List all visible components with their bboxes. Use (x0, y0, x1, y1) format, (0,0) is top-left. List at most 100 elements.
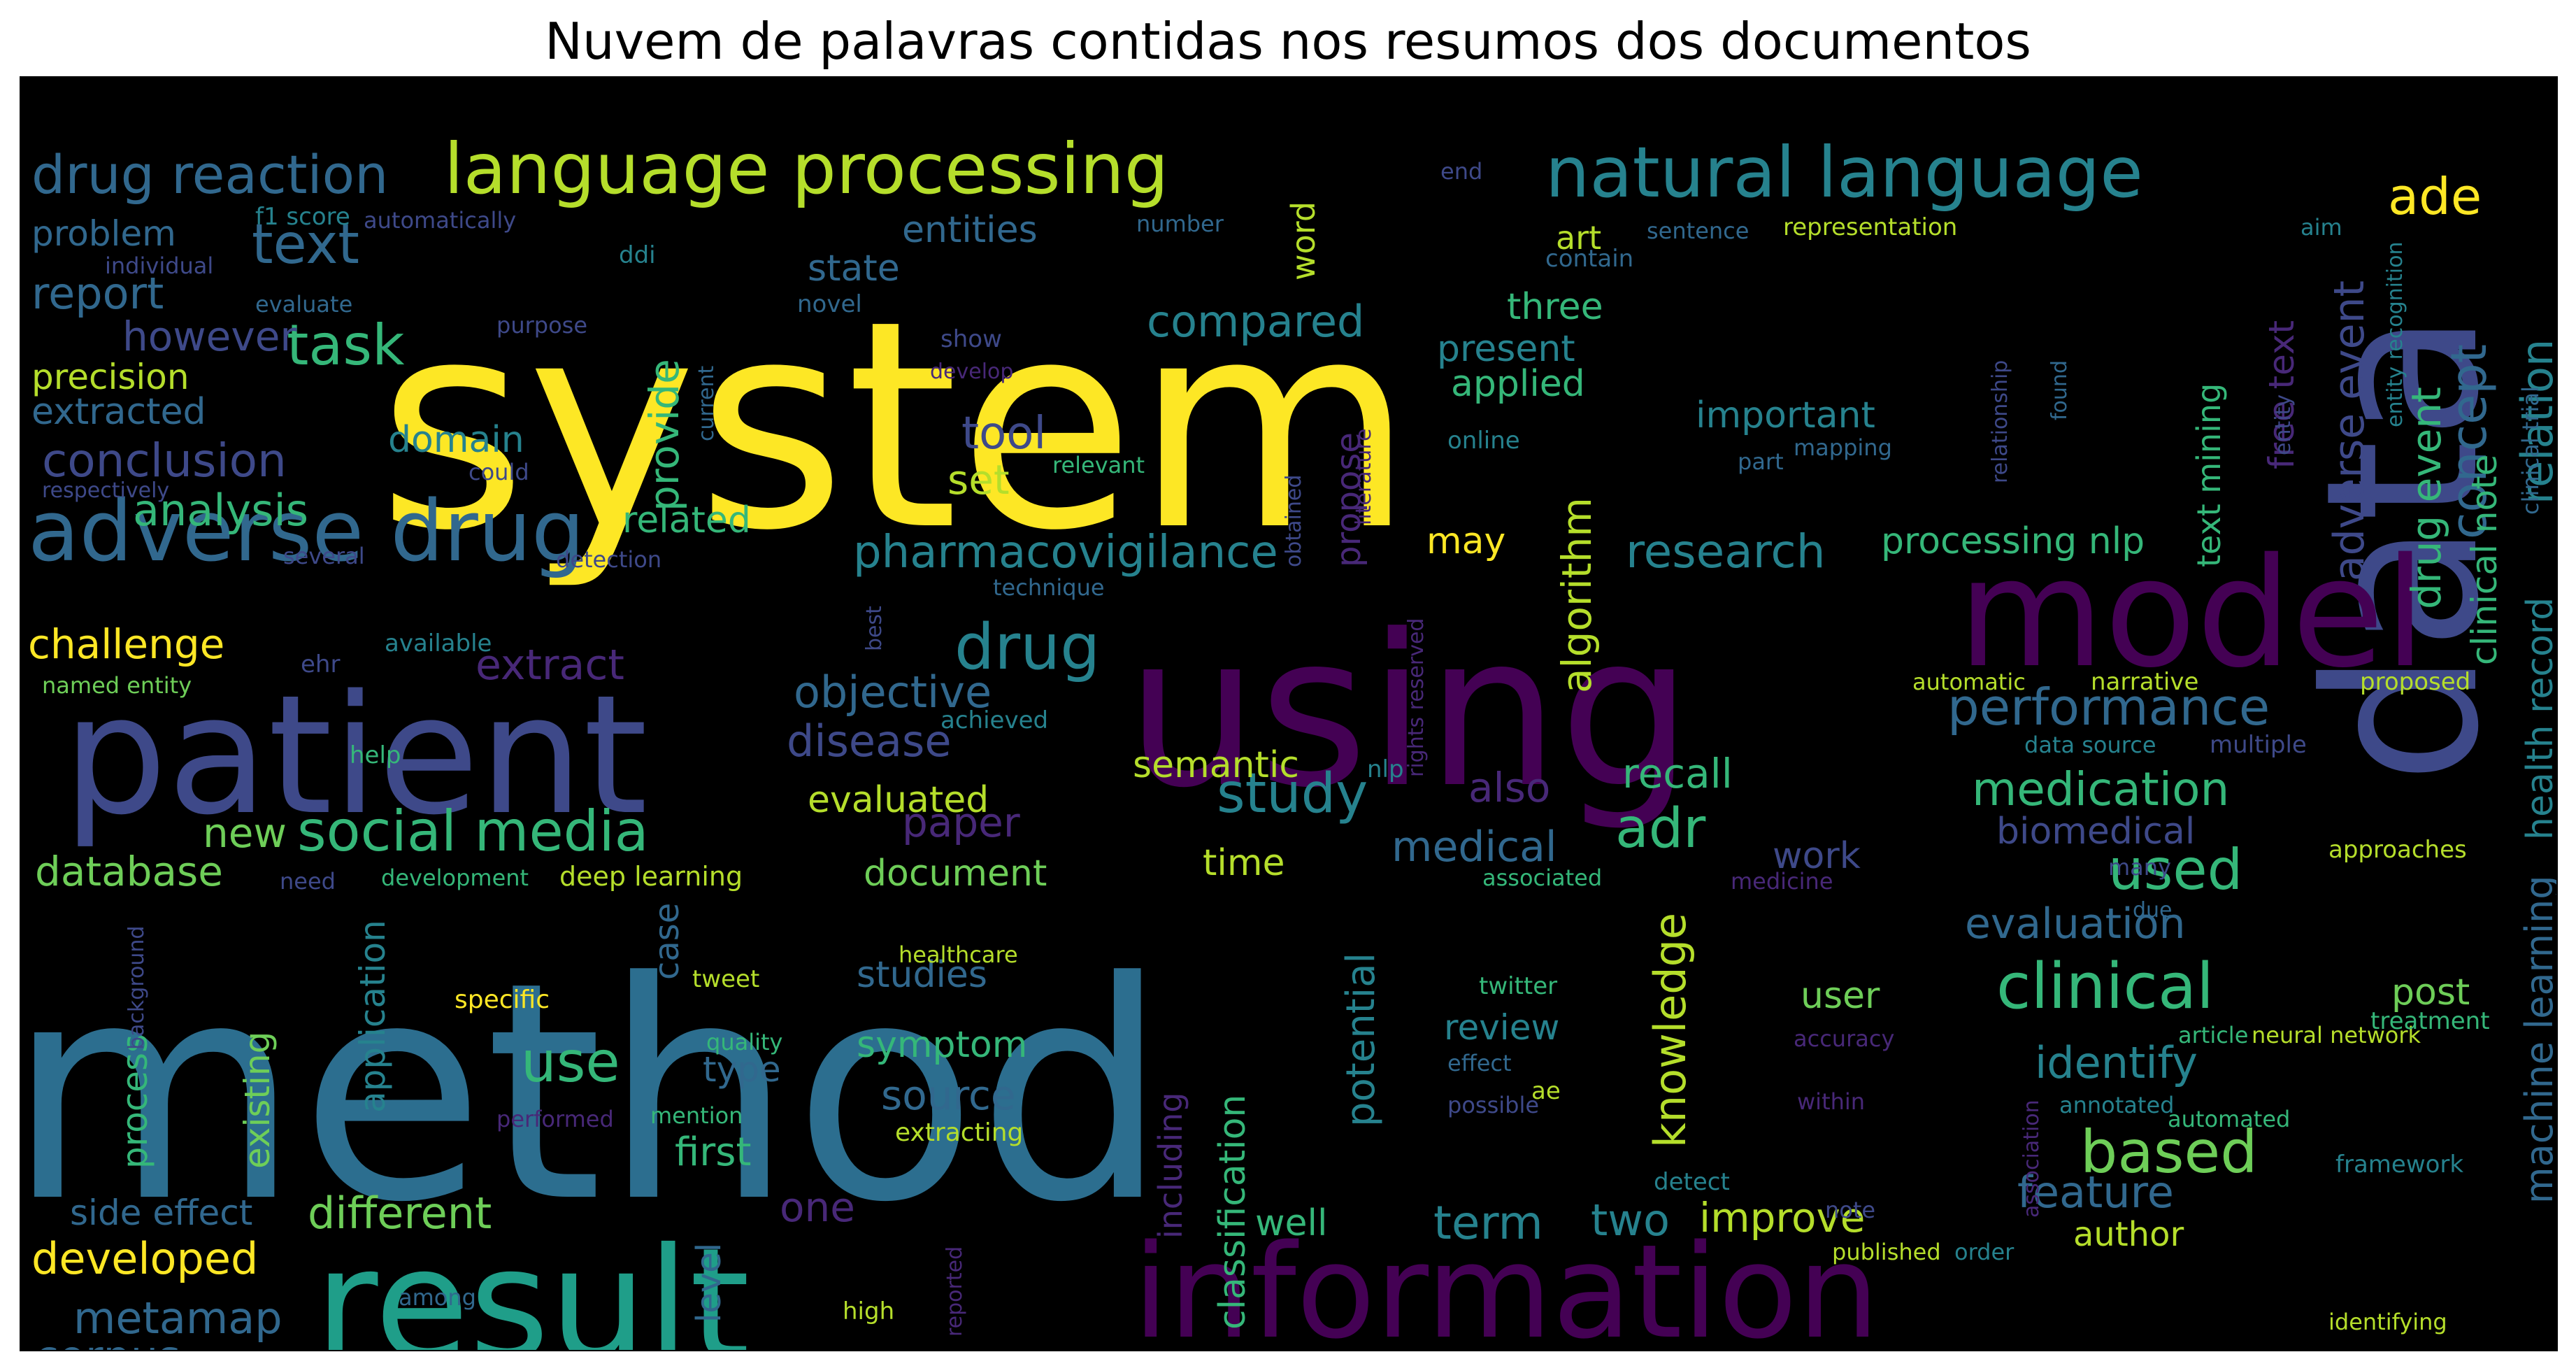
word-data-source: data source (2024, 732, 2156, 758)
word-database: database (35, 848, 223, 895)
word-medication: medication (1972, 762, 2229, 816)
word-clinical-note: clinical note (2464, 455, 2505, 665)
word-domain: domain (388, 419, 524, 461)
word-obtained: obtained (1282, 475, 1306, 567)
word-entities: entities (902, 209, 1038, 251)
word-symptom: symptom (857, 1024, 1027, 1066)
word-nlp: nlp (1367, 755, 1404, 783)
word-analysis: analysis (133, 485, 308, 536)
word-part: part (1738, 448, 1784, 475)
word-author: author (2073, 1215, 2184, 1254)
word-semantic: semantic (1133, 744, 1299, 786)
word-model: model (1958, 525, 2426, 701)
word-extract: extract (475, 641, 624, 690)
word-drug: drug (954, 611, 1100, 684)
word-term: term (1433, 1196, 1543, 1250)
word-ddi: ddi (619, 241, 656, 269)
word-data: data (2281, 311, 2525, 784)
word-knowledge: knowledge (1645, 913, 1696, 1148)
word-ehr: ehr (301, 650, 340, 678)
word-however: however (122, 313, 296, 360)
word-respectively: respectively (42, 478, 169, 503)
word-deep-learning: deep learning (559, 861, 743, 892)
word-identify: identify (2035, 1037, 2198, 1088)
word-several: several (283, 543, 365, 569)
word-mapping: mapping (1794, 434, 1892, 461)
word-cloud-title: Nuvem de palavras contidas nos resumos d… (545, 12, 2031, 71)
word-report: report (31, 268, 164, 319)
word-adr: adr (1615, 797, 1706, 860)
word-quality: quality (706, 1029, 782, 1055)
word-patient: patient (63, 660, 647, 851)
word-neural-network: neural network (2252, 1022, 2421, 1048)
word-existing: existing (237, 1032, 278, 1169)
word-natural-language: natural language (1545, 131, 2143, 213)
word-cloud-canvas: system method using patient data model result i… (20, 76, 2558, 1351)
word-detection: detection (556, 546, 661, 573)
word-accuracy: accuracy (1794, 1025, 1894, 1052)
word-type: type (703, 1049, 781, 1090)
word-clinical: clinical (1996, 950, 2214, 1023)
word-performance: performance (1947, 678, 2270, 737)
word-within: within (1797, 1088, 1865, 1115)
word-machine-learning: machine learning (2517, 875, 2556, 1204)
word-social-media: social media (297, 799, 649, 864)
word-f1-score: f1 score (255, 203, 350, 231)
word-develop: develop (930, 360, 1013, 384)
word-umls: umls (1080, 1347, 1134, 1350)
word-current: current (694, 366, 719, 441)
word-feature: feature (2017, 1167, 2174, 1218)
word-contain: contain (1545, 245, 1633, 273)
word-case: case (647, 903, 687, 980)
word-ae: ae (1531, 1077, 1561, 1105)
word-technique: technique (993, 574, 1105, 601)
word-healthcare: healthcare (899, 941, 1018, 968)
word-representation: representation (1783, 213, 1957, 241)
word-among: among (399, 1284, 476, 1311)
word-task: task (287, 313, 405, 378)
word-novel: novel (797, 290, 862, 318)
word-order: order (1954, 1239, 2015, 1265)
word-relationship: relationship (1988, 360, 2012, 483)
word-may: may (1426, 520, 1505, 562)
word-developed: developed (31, 1233, 258, 1284)
word-new: new (203, 809, 287, 857)
word-tweet: tweet (692, 965, 759, 993)
word-word: word (1285, 201, 1322, 280)
word-often: often (357, 1347, 415, 1350)
word-system: system (378, 259, 1414, 593)
word-algorithm: algorithm (1553, 497, 1601, 693)
word-improve: improve (1699, 1194, 1866, 1242)
word-note: note (1825, 1197, 1875, 1223)
word-ade: ade (2388, 167, 2482, 226)
word-work: work (1773, 835, 1861, 877)
word-potential: potential (1338, 953, 1384, 1127)
word-including: including (1152, 1093, 1189, 1239)
word-disease: disease (787, 716, 951, 767)
word-two: two (1591, 1195, 1670, 1246)
word-available: available (385, 629, 492, 657)
word-recall: recall (1622, 750, 1733, 797)
word-specific: specific (455, 986, 550, 1014)
word-process: process (115, 1034, 155, 1169)
word-precision: precision (31, 357, 189, 397)
word-evaluate: evaluate (255, 291, 352, 318)
word-many: many (2108, 854, 2171, 881)
word-detect: detect (1654, 1168, 1730, 1196)
word-medical: medical (1391, 823, 1557, 871)
word-application: application (352, 920, 393, 1113)
word-drug-reaction: drug reaction (31, 143, 388, 206)
word-present: present (1437, 328, 1575, 370)
word-possible: possible (1447, 1092, 1539, 1118)
word-online: online (1447, 427, 1520, 455)
word-development: development (381, 865, 529, 891)
word-could: could (468, 459, 529, 485)
word-automated: automated (2168, 1106, 2290, 1132)
word-free-text: free text (2261, 320, 2302, 469)
word-text: text (252, 213, 359, 276)
word-background: background (124, 926, 149, 1050)
word-approach: approach (2332, 1345, 2535, 1350)
word-based: based (2080, 1118, 2258, 1186)
word-applied: applied (1451, 363, 1585, 405)
